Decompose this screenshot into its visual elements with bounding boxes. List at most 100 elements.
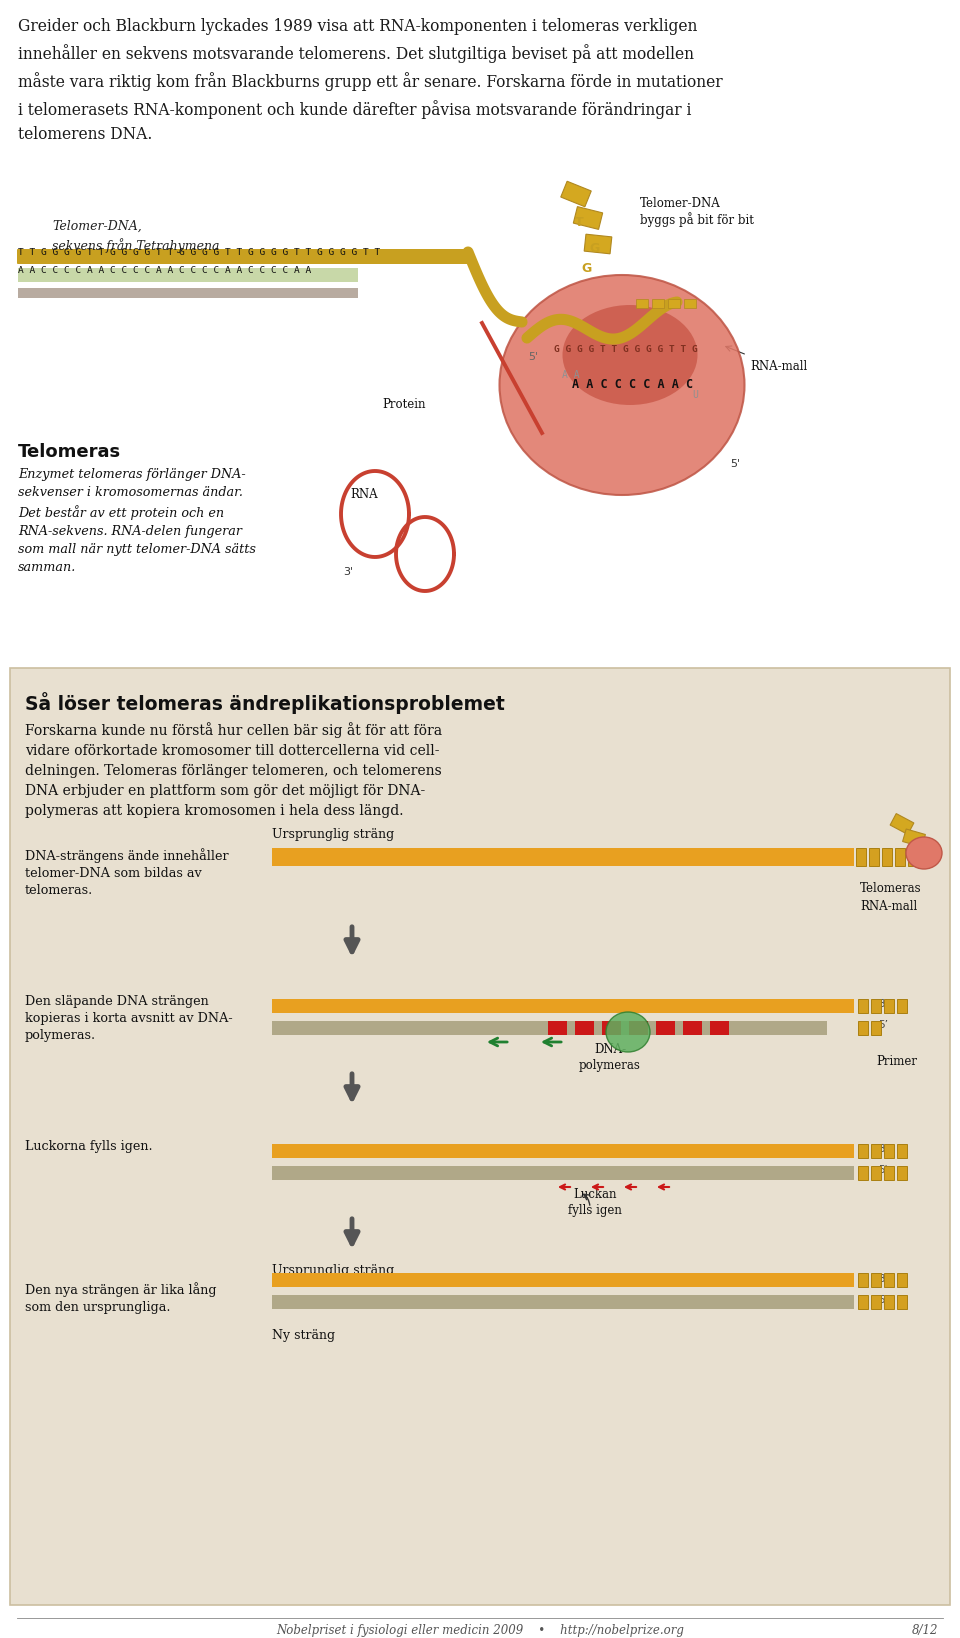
Bar bbox=[871, 1296, 881, 1309]
Bar bbox=[272, 1273, 854, 1287]
Bar bbox=[884, 999, 894, 1012]
Text: RNA-mall: RNA-mall bbox=[750, 360, 807, 373]
Bar bbox=[884, 1143, 894, 1158]
Text: 3': 3' bbox=[878, 1143, 887, 1155]
Text: G: G bbox=[589, 242, 599, 256]
Bar bbox=[18, 269, 358, 282]
Text: Greider och Blackburn lyckades 1989 visa att RNA-komponenten i telomeras verklig: Greider och Blackburn lyckades 1989 visa… bbox=[18, 18, 723, 144]
Ellipse shape bbox=[606, 1012, 650, 1052]
Bar bbox=[884, 1273, 894, 1287]
Bar bbox=[869, 848, 879, 867]
Text: Ny sträng: Ny sträng bbox=[272, 1328, 335, 1342]
Bar bbox=[652, 300, 664, 308]
Text: RNA: RNA bbox=[350, 488, 377, 501]
Ellipse shape bbox=[906, 837, 942, 870]
Bar bbox=[871, 1020, 881, 1035]
Text: T: T bbox=[575, 216, 584, 229]
Bar bbox=[668, 300, 680, 308]
Bar bbox=[629, 1020, 648, 1035]
Bar bbox=[897, 1296, 907, 1309]
Bar bbox=[871, 1166, 881, 1179]
Text: A A C C C C A A C C C C A A C C C C A A C C C C A A: A A C C C C A A C C C C A A C C C C A A … bbox=[18, 265, 311, 275]
Bar bbox=[858, 999, 868, 1012]
Bar bbox=[871, 999, 881, 1012]
Text: U: U bbox=[692, 390, 698, 400]
Bar bbox=[710, 1020, 729, 1035]
Bar bbox=[18, 288, 358, 298]
Text: Forskarna kunde nu förstå hur cellen bär sig åt för att föra
vidare oförkortade : Forskarna kunde nu förstå hur cellen bär… bbox=[25, 722, 443, 817]
Bar bbox=[858, 1296, 868, 1309]
Text: 5': 5' bbox=[730, 459, 740, 468]
Text: 8/12: 8/12 bbox=[911, 1623, 938, 1636]
Text: A A: A A bbox=[562, 370, 580, 380]
Text: Telomeras: Telomeras bbox=[18, 442, 121, 460]
Bar bbox=[897, 1143, 907, 1158]
Bar bbox=[871, 1143, 881, 1158]
Bar bbox=[548, 1020, 567, 1035]
Text: Enzymet telomeras förlänger DNA-
sekvenser i kromosomernas ändar.
Det består av : Enzymet telomeras förlänger DNA- sekvens… bbox=[18, 468, 256, 573]
Bar bbox=[684, 300, 696, 308]
Text: Primer: Primer bbox=[876, 1055, 917, 1068]
Ellipse shape bbox=[499, 275, 745, 495]
Bar bbox=[656, 1020, 675, 1035]
Bar bbox=[897, 1273, 907, 1287]
Text: Telomer-DNA,
sekvens från Tetrahymena: Telomer-DNA, sekvens från Tetrahymena bbox=[52, 219, 220, 252]
Text: Den nya strängen är lika lång
som den ursprungliga.: Den nya strängen är lika lång som den ur… bbox=[25, 1283, 217, 1314]
Text: T T G G G G T T G G G G T T G G G G T T G G G G T T G G G G T T: T T G G G G T T G G G G T T G G G G T T … bbox=[18, 247, 380, 257]
Bar bbox=[856, 848, 866, 867]
Bar bbox=[575, 1020, 594, 1035]
Text: Protein: Protein bbox=[382, 398, 425, 411]
Text: Luckan
fylls igen: Luckan fylls igen bbox=[568, 1188, 622, 1217]
Text: 5': 5' bbox=[528, 352, 539, 362]
Text: G: G bbox=[581, 262, 591, 275]
Bar bbox=[602, 1020, 621, 1035]
Bar bbox=[10, 668, 950, 1605]
Polygon shape bbox=[585, 234, 612, 254]
Text: Den släpande DNA strängen
kopieras i korta avsnitt av DNA-
polymeras.: Den släpande DNA strängen kopieras i kor… bbox=[25, 994, 232, 1042]
Bar bbox=[897, 1166, 907, 1179]
Bar bbox=[636, 300, 648, 308]
Bar bbox=[897, 999, 907, 1012]
Bar bbox=[858, 1143, 868, 1158]
Bar bbox=[272, 1166, 854, 1179]
Text: Telomer-DNA
byggs på bit för bit: Telomer-DNA byggs på bit för bit bbox=[640, 197, 754, 228]
Text: 3’: 3’ bbox=[878, 999, 888, 1009]
Ellipse shape bbox=[563, 305, 698, 405]
FancyBboxPatch shape bbox=[17, 249, 469, 264]
Text: Ursprunglig sträng: Ursprunglig sträng bbox=[272, 827, 395, 840]
Polygon shape bbox=[890, 814, 914, 834]
Text: 3': 3' bbox=[343, 567, 353, 577]
Bar bbox=[871, 1273, 881, 1287]
Bar bbox=[272, 848, 854, 867]
Bar bbox=[683, 1020, 702, 1035]
Bar bbox=[884, 1296, 894, 1309]
Bar bbox=[895, 848, 905, 867]
Text: A A C C C C A A C: A A C C C C A A C bbox=[572, 378, 693, 391]
Bar bbox=[882, 848, 892, 867]
Bar bbox=[858, 1166, 868, 1179]
Bar bbox=[884, 1166, 894, 1179]
Bar bbox=[272, 1143, 854, 1158]
Polygon shape bbox=[561, 182, 591, 206]
Polygon shape bbox=[573, 206, 603, 229]
Bar bbox=[272, 1296, 854, 1309]
Text: 5': 5' bbox=[878, 1165, 887, 1174]
Text: G G G G T T G G G G T T G: G G G G T T G G G G T T G bbox=[554, 346, 698, 354]
Text: Telomeras: Telomeras bbox=[860, 881, 922, 894]
Polygon shape bbox=[902, 829, 925, 847]
Text: RNA-mall: RNA-mall bbox=[860, 899, 917, 912]
Text: Nobelpriset i fysiologi eller medicin 2009    •    http://nobelprize.org: Nobelpriset i fysiologi eller medicin 20… bbox=[276, 1623, 684, 1636]
Text: Så löser telomeras ändreplikationsproblemet: Så löser telomeras ändreplikationsproble… bbox=[25, 691, 505, 714]
Text: Luckorna fylls igen.: Luckorna fylls igen. bbox=[25, 1140, 153, 1153]
Text: 5’: 5’ bbox=[878, 1020, 888, 1030]
Text: 3’: 3’ bbox=[878, 1274, 888, 1284]
Text: DNA-strängens ände innehåller
telomer-DNA som bildas av
telomeras.: DNA-strängens ände innehåller telomer-DN… bbox=[25, 848, 228, 898]
Bar bbox=[908, 848, 918, 867]
Bar bbox=[858, 1273, 868, 1287]
Text: Ursprunglig sträng: Ursprunglig sträng bbox=[272, 1265, 395, 1278]
Bar bbox=[272, 1020, 827, 1035]
Bar bbox=[858, 1020, 868, 1035]
Text: DNA-
polymeras: DNA- polymeras bbox=[579, 1043, 641, 1071]
Text: 5’: 5’ bbox=[878, 1296, 888, 1305]
Bar bbox=[272, 999, 854, 1012]
